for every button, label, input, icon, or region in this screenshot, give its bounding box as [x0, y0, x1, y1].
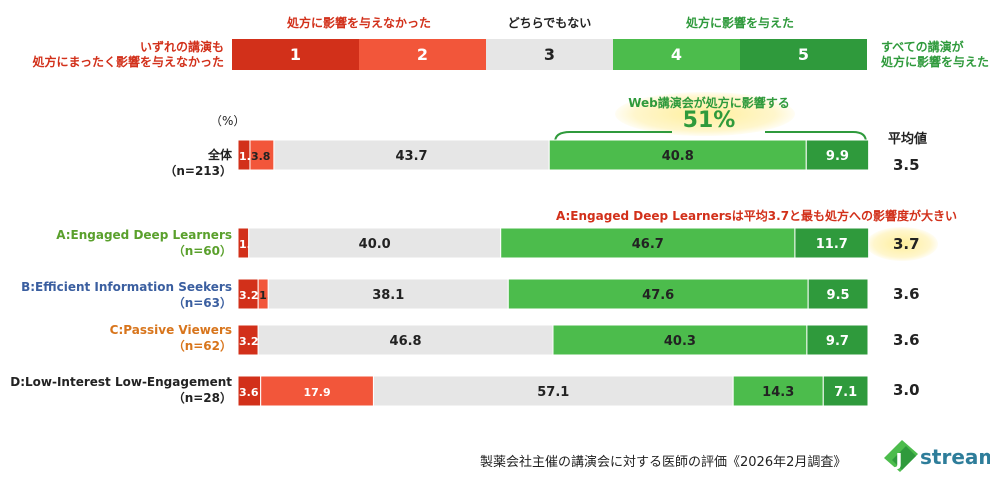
footer-caption: 製薬会社主催の講演会に対する医師の評価《2026年2月調査》 — [480, 455, 847, 470]
neg-header: 処方に影響を与えなかった — [286, 16, 431, 30]
scale-label-3: 3 — [543, 45, 556, 64]
logo-wordmark: stream — [920, 445, 990, 469]
scale-box-3: 3 — [486, 39, 613, 70]
bar-segment-2-5 — [807, 278, 869, 310]
bar-segment-2-3 — [267, 278, 509, 310]
scale-label-4: 4 — [670, 45, 683, 64]
bar-segment-3-5 — [806, 324, 869, 356]
avg-glow — [866, 227, 938, 261]
callout-glow — [615, 92, 795, 136]
avg-value-3: 3.6 — [893, 331, 920, 349]
row-label-0: 全体 （n=213） — [164, 147, 232, 179]
right-caption-line2: 処方に影響を与えた — [881, 55, 990, 69]
row-name-4: D:Low-Interest Low-Engagement — [10, 375, 232, 389]
bar-label-0-3: 43.7 — [396, 149, 428, 164]
bar-segment-4-5 — [822, 375, 869, 407]
bar-label-4-3: 57.1 — [537, 385, 569, 400]
left-caption-line1: いずれの講演も — [139, 40, 224, 54]
note-text: A:Engaged Deep Learnersは平均3.7と最も処方への影響度が… — [556, 209, 958, 223]
bar-segment-0-3 — [273, 139, 550, 171]
left-caption: いずれの講演も 処方にまったく影響を与えなかった — [18, 40, 224, 70]
row-label-1: A:Engaged Deep Learners （n=60） — [56, 227, 232, 259]
row-label-3: C:Passive Viewers （n=62） — [110, 322, 232, 354]
bar-segment-0-5 — [805, 139, 870, 171]
row-n-1: （n=60） — [172, 244, 232, 258]
row-label-2: B:Efficient Information Seekers （n=63） — [21, 279, 232, 311]
avg-value-1: 3.7 — [893, 235, 920, 253]
bar-segment-4-3 — [372, 375, 734, 407]
scale-label-2: 2 — [416, 45, 429, 64]
bar-label-4-4: 14.3 — [762, 385, 794, 400]
avg-value-2: 3.6 — [893, 285, 920, 303]
bar-label-1-4: 46.7 — [632, 237, 664, 252]
bar-segment-1-4 — [500, 227, 796, 259]
left-caption-line2: 処方にまったく影響を与えなかった — [32, 55, 224, 69]
bar-label-4-5: 7.1 — [834, 385, 857, 400]
bar-segment-4-4 — [732, 375, 824, 407]
bar-label-4-2: 17.9 — [303, 386, 330, 399]
bar-label-3-5: 9.7 — [826, 334, 849, 349]
avg-value-4: 3.0 — [893, 381, 920, 399]
row-name-1: A:Engaged Deep Learners — [56, 228, 232, 242]
avg-value-0: 3.5 — [893, 156, 920, 174]
bar-segment-1-5 — [794, 227, 870, 259]
row-name-2: B:Efficient Information Seekers — [21, 280, 232, 294]
bar-label-0-5: 9.9 — [826, 149, 849, 164]
callout-label: Web講演会が処方に影響する — [628, 96, 790, 110]
bar-label-2-1: 3.2 — [239, 289, 259, 302]
bar-label-3-3: 46.8 — [390, 334, 422, 349]
jstream-logo: J stream — [882, 436, 999, 474]
bar-label-1-3: 40.0 — [359, 237, 391, 252]
row-label-4: D:Low-Interest Low-Engagement （n=28） — [10, 374, 232, 406]
bar-label-2-3: 38.1 — [372, 288, 404, 303]
right-caption-line1: すべての講演が — [881, 40, 964, 54]
bar-segment-1-3 — [248, 227, 502, 259]
bar-label-4-1: 3.6 — [239, 386, 259, 399]
bar-segment-2-4 — [507, 278, 809, 310]
scale-box-1: 1 — [232, 39, 359, 70]
mid-header: どちらでもない — [507, 16, 592, 30]
row-name-3: C:Passive Viewers — [109, 323, 232, 337]
row-name-0: 全体 — [207, 148, 232, 162]
unit-label: （%） — [210, 114, 246, 128]
bar-segment-3-4 — [552, 324, 808, 356]
bar-label-3-1: 3.2 — [239, 335, 259, 348]
scale-label-1: 1 — [289, 45, 302, 64]
logo-mark-icon: J stream — [884, 440, 999, 472]
bar-label-2-4: 47.6 — [642, 288, 674, 303]
row-n-3: （n=62） — [172, 339, 232, 353]
logo-letter: J — [894, 450, 903, 471]
row-n-4: （n=28） — [172, 391, 232, 405]
bar-label-1-5: 11.7 — [816, 237, 848, 252]
pos-header: 処方に影響を与えた — [685, 16, 794, 30]
avg-header: 平均値 — [888, 132, 928, 147]
bar-label-0-2: 3.8 — [251, 150, 271, 163]
bar-label-0-4: 40.8 — [662, 149, 694, 164]
scale-box-4: 4 — [613, 39, 740, 70]
bar-label-3-4: 40.3 — [664, 334, 696, 349]
bar-label-2-5: 9.5 — [827, 288, 850, 303]
right-caption: すべての講演が 処方に影響を与えた — [881, 40, 989, 70]
row-n-0: （n=213） — [164, 164, 232, 178]
scale-box-5: 5 — [740, 39, 867, 70]
callout-value: 51% — [682, 108, 736, 133]
scale-box-2: 2 — [359, 39, 486, 70]
scale-label-5: 5 — [797, 45, 810, 64]
row-n-2: （n=63） — [172, 296, 232, 310]
bar-segment-0-4 — [548, 139, 807, 171]
